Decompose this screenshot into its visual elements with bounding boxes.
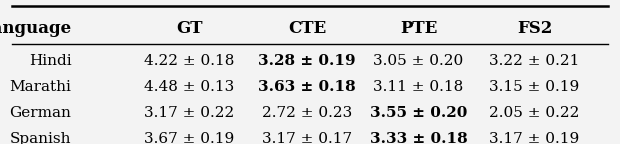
Text: Hindi: Hindi — [29, 54, 71, 68]
Text: 4.22 ± 0.18: 4.22 ± 0.18 — [144, 54, 234, 68]
Text: 2.72 ± 0.23: 2.72 ± 0.23 — [262, 106, 352, 120]
Text: German: German — [9, 106, 71, 120]
Text: 3.17 ± 0.22: 3.17 ± 0.22 — [144, 106, 234, 120]
Text: PTE: PTE — [400, 20, 437, 37]
Text: 3.55 ± 0.20: 3.55 ± 0.20 — [370, 106, 467, 120]
Text: 3.28 ± 0.19: 3.28 ± 0.19 — [258, 54, 356, 68]
Text: 3.05 ± 0.20: 3.05 ± 0.20 — [373, 54, 464, 68]
Text: GT: GT — [176, 20, 202, 37]
Text: 3.67 ± 0.19: 3.67 ± 0.19 — [144, 132, 234, 144]
Text: 3.17 ± 0.17: 3.17 ± 0.17 — [262, 132, 352, 144]
Text: 3.63 ± 0.18: 3.63 ± 0.18 — [258, 80, 356, 94]
Text: Language: Language — [0, 20, 71, 37]
Text: CTE: CTE — [288, 20, 326, 37]
Text: 3.15 ± 0.19: 3.15 ± 0.19 — [489, 80, 580, 94]
Text: 3.17 ± 0.19: 3.17 ± 0.19 — [489, 132, 580, 144]
Text: 2.05 ± 0.22: 2.05 ± 0.22 — [489, 106, 580, 120]
Text: 3.11 ± 0.18: 3.11 ± 0.18 — [373, 80, 464, 94]
Text: Marathi: Marathi — [9, 80, 71, 94]
Text: 3.33 ± 0.18: 3.33 ± 0.18 — [370, 132, 467, 144]
Text: FS2: FS2 — [516, 20, 552, 37]
Text: 3.22 ± 0.21: 3.22 ± 0.21 — [489, 54, 580, 68]
Text: 4.48 ± 0.13: 4.48 ± 0.13 — [144, 80, 234, 94]
Text: Spanish: Spanish — [10, 132, 71, 144]
